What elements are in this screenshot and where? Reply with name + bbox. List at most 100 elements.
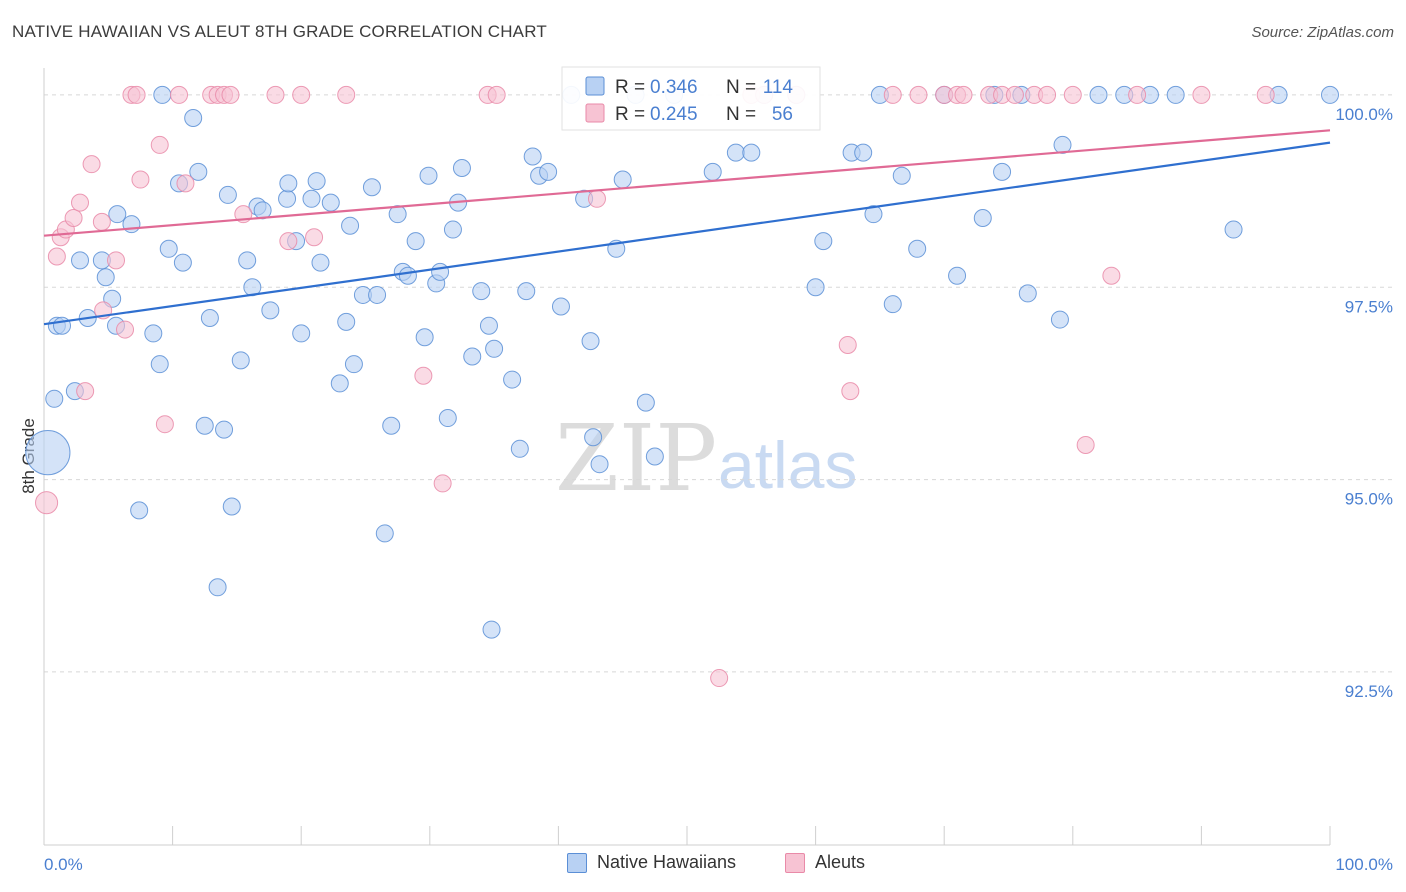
point-aleut xyxy=(487,85,506,104)
point-native-hawaiian xyxy=(443,220,462,239)
legend-swatch-blue xyxy=(567,852,587,873)
stats-n-label: N = xyxy=(726,104,756,125)
point-aleut xyxy=(337,85,356,104)
y-tick-label: 92.5% xyxy=(1345,682,1393,701)
point-native-hawaiian xyxy=(636,393,655,412)
point-native-hawaiian xyxy=(883,295,902,314)
point-native-hawaiian xyxy=(742,143,761,162)
point-native-hawaiian xyxy=(472,282,491,301)
point-aleut xyxy=(127,85,146,104)
point-native-hawaiian xyxy=(398,266,417,285)
point-native-hawaiian xyxy=(510,439,529,458)
point-native-hawaiian xyxy=(1224,220,1243,239)
point-native-hawaiian xyxy=(973,209,992,228)
point-native-hawaiian xyxy=(337,312,356,331)
point-native-hawaiian xyxy=(25,430,71,476)
point-aleut xyxy=(710,669,729,688)
y-tick-label: 97.5% xyxy=(1345,297,1393,316)
point-aleut xyxy=(841,382,860,401)
legend-label-native-hawaiians: Native Hawaiians xyxy=(597,852,737,872)
point-native-hawaiian xyxy=(993,162,1012,181)
point-aleut xyxy=(155,415,174,434)
point-aleut xyxy=(292,85,311,104)
point-native-hawaiian xyxy=(218,185,237,204)
point-native-hawaiian xyxy=(279,174,298,193)
point-native-hawaiian xyxy=(415,328,434,347)
point-native-hawaiian xyxy=(130,501,149,520)
point-aleut xyxy=(279,232,298,251)
point-native-hawaiian xyxy=(302,189,321,208)
stats-legend-swatch xyxy=(585,76,605,96)
point-native-hawaiian xyxy=(45,389,64,408)
point-native-hawaiian xyxy=(362,178,381,197)
y-tick-label: 95.0% xyxy=(1345,490,1393,509)
point-native-hawaiian xyxy=(485,339,504,358)
point-native-hawaiian xyxy=(1050,310,1069,329)
point-native-hawaiian xyxy=(173,253,192,272)
legend-item-aleuts[interactable]: Aleuts xyxy=(785,852,865,873)
point-native-hawaiian xyxy=(584,428,603,447)
trend-line-native-hawaiians xyxy=(43,141,1331,326)
point-native-hawaiian xyxy=(341,216,360,235)
point-aleut xyxy=(64,209,83,228)
point-native-hawaiian xyxy=(581,332,600,351)
point-aleut xyxy=(1102,266,1121,285)
point-native-hawaiian xyxy=(908,239,927,258)
point-native-hawaiian xyxy=(1166,85,1185,104)
point-aleut xyxy=(35,491,59,515)
point-aleut xyxy=(1128,85,1147,104)
point-aleut xyxy=(47,247,66,266)
point-native-hawaiian xyxy=(208,578,227,597)
x-tick-label-min: 0.0% xyxy=(44,855,83,874)
point-aleut xyxy=(76,382,95,401)
point-native-hawaiian xyxy=(189,162,208,181)
point-aleut xyxy=(1256,85,1275,104)
point-native-hawaiian xyxy=(71,251,90,270)
point-native-hawaiian xyxy=(726,143,745,162)
point-aleut xyxy=(414,366,433,385)
point-native-hawaiian xyxy=(431,262,450,281)
point-native-hawaiian xyxy=(200,309,219,328)
chart-title: NATIVE HAWAIIAN VS ALEUT 8TH GRADE CORRE… xyxy=(12,22,547,41)
point-native-hawaiian xyxy=(523,147,542,166)
point-native-hawaiian xyxy=(482,620,501,639)
stats-r-label: R = xyxy=(615,77,645,98)
point-aleut xyxy=(71,193,90,212)
trend-line-aleuts xyxy=(43,129,1331,237)
point-aleut xyxy=(92,212,111,231)
stats-r-value: 0.245 xyxy=(650,104,698,125)
stats-r-value: 0.346 xyxy=(650,77,698,98)
legend-item-native-hawaiians[interactable]: Native Hawaiians xyxy=(567,852,736,873)
point-aleut xyxy=(116,320,135,339)
point-aleut xyxy=(221,85,240,104)
point-native-hawaiian xyxy=(195,416,214,435)
point-native-hawaiian xyxy=(613,170,632,189)
point-aleut xyxy=(150,135,169,154)
point-native-hawaiian xyxy=(261,301,280,320)
x-tick-label-max: 100.0% xyxy=(1335,855,1393,874)
point-native-hawaiian xyxy=(551,297,570,316)
point-aleut xyxy=(176,174,195,193)
point-native-hawaiian xyxy=(96,268,115,287)
point-native-hawaiian xyxy=(231,351,250,370)
point-native-hawaiian xyxy=(463,347,482,366)
bottom-legend: Native Hawaiians Aleuts xyxy=(0,852,1406,878)
point-native-hawaiian xyxy=(150,355,169,374)
point-aleut xyxy=(433,474,452,493)
watermark-atlas: atlas xyxy=(718,428,857,502)
point-native-hawaiian xyxy=(292,324,311,343)
point-native-hawaiian xyxy=(222,497,241,516)
stats-r-label: R = xyxy=(615,104,645,125)
point-native-hawaiian xyxy=(311,253,330,272)
point-native-hawaiian xyxy=(159,239,178,258)
point-native-hawaiian xyxy=(1089,85,1108,104)
point-native-hawaiian xyxy=(452,159,471,178)
point-aleut xyxy=(838,335,857,354)
point-native-hawaiian xyxy=(344,355,363,374)
point-aleut xyxy=(305,228,324,247)
point-native-hawaiian xyxy=(948,266,967,285)
point-native-hawaiian xyxy=(419,166,438,185)
point-native-hawaiian xyxy=(330,374,349,393)
point-aleut xyxy=(1192,85,1211,104)
